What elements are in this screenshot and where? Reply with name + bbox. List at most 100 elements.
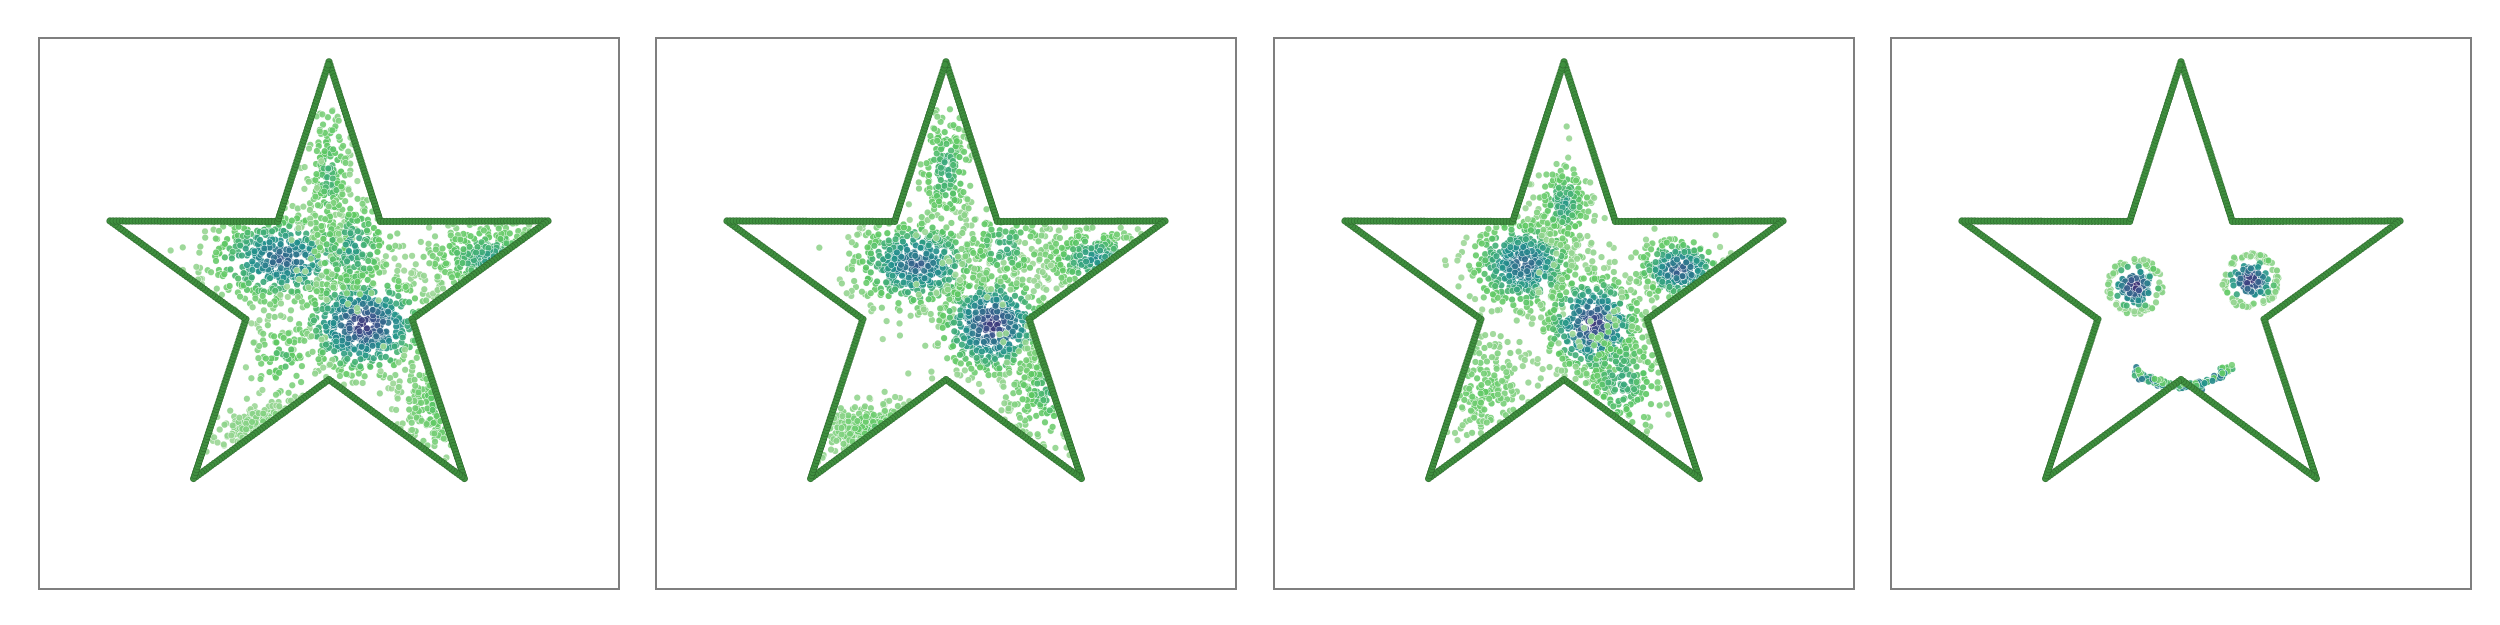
data-point <box>336 359 344 368</box>
data-point <box>894 299 903 307</box>
data-point <box>318 271 326 280</box>
data-point <box>1057 274 1066 282</box>
data-point <box>329 283 337 291</box>
data-point <box>899 278 908 287</box>
data-point <box>394 394 402 403</box>
data-point <box>250 338 258 347</box>
data-point <box>341 197 349 205</box>
data-point <box>343 355 351 363</box>
data-point <box>316 243 324 252</box>
data-point <box>934 183 942 191</box>
data-point <box>961 366 969 375</box>
data-point <box>272 391 280 399</box>
data-point <box>343 276 351 285</box>
data-point <box>969 249 977 257</box>
data-point <box>242 244 250 253</box>
data-point <box>893 248 901 257</box>
data-point <box>1001 273 1009 281</box>
data-point <box>275 402 283 410</box>
data-point <box>1026 232 1035 241</box>
data-point <box>332 186 340 194</box>
data-point <box>1022 356 1030 364</box>
data-point <box>228 254 236 262</box>
data-point <box>1020 256 1028 264</box>
data-point <box>192 263 200 271</box>
data-point <box>283 260 291 268</box>
data-point <box>862 279 871 287</box>
data-point <box>1042 286 1050 294</box>
data-point <box>917 160 925 169</box>
data-point <box>358 271 367 279</box>
data-point <box>1009 328 1017 336</box>
data-point <box>946 307 954 315</box>
data-point <box>1122 233 1131 242</box>
data-point <box>951 262 959 270</box>
data-point <box>991 355 999 363</box>
data-point <box>277 311 285 320</box>
data-point <box>284 329 293 337</box>
data-point <box>976 247 985 255</box>
data-point <box>366 251 374 259</box>
data-point <box>950 327 958 335</box>
data-point <box>937 176 945 184</box>
data-point <box>234 274 242 283</box>
data-point <box>975 288 984 297</box>
data-point <box>1005 369 1013 377</box>
data-point <box>956 276 964 284</box>
data-point <box>951 196 959 204</box>
data-point <box>415 371 424 379</box>
data-point <box>391 242 399 250</box>
data-point <box>363 226 371 235</box>
data-point <box>335 133 343 141</box>
data-point <box>196 242 204 251</box>
data-point <box>1027 370 1036 378</box>
data-point <box>458 259 467 267</box>
data-point <box>432 245 440 254</box>
data-point <box>941 191 950 199</box>
data-point <box>996 287 1005 295</box>
data-point <box>995 230 1003 239</box>
data-point <box>882 278 890 286</box>
data-point <box>874 260 883 268</box>
data-point <box>962 326 971 334</box>
data-point <box>342 240 350 249</box>
data-point <box>1015 331 1024 339</box>
data-point <box>338 336 346 345</box>
data-point <box>911 267 920 275</box>
data-point <box>368 342 377 350</box>
data-point <box>495 224 503 233</box>
data-point <box>317 222 325 230</box>
data-point <box>949 121 957 129</box>
data-point <box>355 327 364 335</box>
data-point <box>324 164 332 173</box>
data-point <box>907 312 915 320</box>
data-point <box>958 341 966 349</box>
data-point <box>311 176 319 184</box>
data-point <box>269 258 277 266</box>
data-point <box>273 349 281 357</box>
data-point <box>229 421 237 430</box>
data-point <box>405 405 413 414</box>
data-point <box>354 227 362 235</box>
data-point <box>891 393 899 401</box>
data-point <box>952 238 960 246</box>
data-point <box>259 330 267 338</box>
data-point <box>212 248 220 257</box>
data-point <box>420 285 428 293</box>
data-point <box>940 334 948 342</box>
data-point <box>1030 287 1038 295</box>
data-point <box>328 107 336 115</box>
data-point <box>248 418 256 426</box>
data-point <box>942 140 951 148</box>
data-point <box>853 231 861 239</box>
data-point <box>955 168 963 176</box>
data-point <box>838 412 847 420</box>
data-point <box>245 279 253 287</box>
data-point <box>945 171 953 179</box>
data-point <box>343 257 351 265</box>
data-point <box>248 257 256 266</box>
data-point <box>277 240 285 248</box>
data-point <box>375 361 384 369</box>
data-point <box>317 157 325 165</box>
data-point <box>1035 255 1044 264</box>
